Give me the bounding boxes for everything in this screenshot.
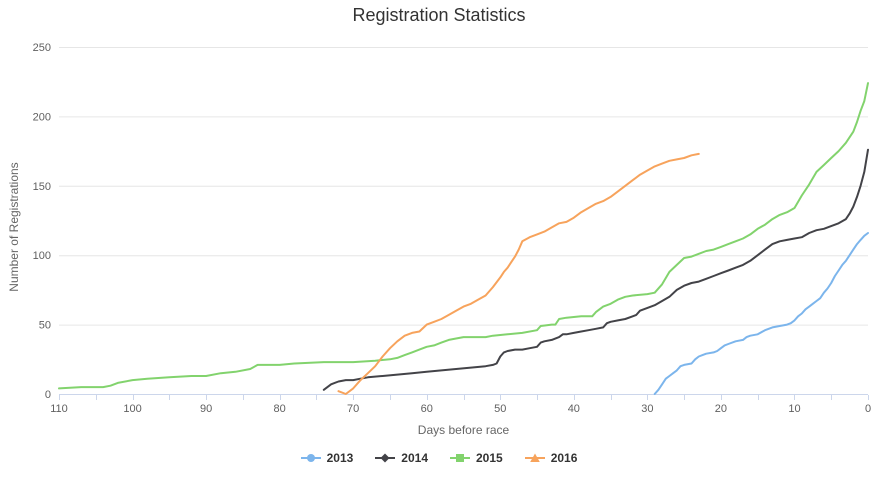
legend-item-2013[interactable]: 2013 <box>300 451 354 465</box>
y-tick-label: 50 <box>39 320 51 332</box>
legend: 2013 2014 2015 2016 <box>0 451 878 465</box>
legend-label: 2015 <box>476 451 503 465</box>
x-tick-label: 100 <box>123 403 141 415</box>
legend-item-2015[interactable]: 2015 <box>450 451 503 465</box>
x-tick-label: 80 <box>274 403 286 415</box>
y-tick-label: 150 <box>33 181 51 193</box>
x-tick-label: 40 <box>568 403 580 415</box>
legend-marker-square-icon <box>450 454 470 462</box>
y-tick-label: 200 <box>33 111 51 123</box>
y-tick-label: 250 <box>33 42 51 54</box>
legend-item-2016[interactable]: 2016 <box>524 451 578 465</box>
y-tick-label: 0 <box>45 389 51 401</box>
legend-label: 2014 <box>401 451 428 465</box>
x-tick-label: 90 <box>200 403 212 415</box>
series-line-2015[interactable] <box>58 82 869 390</box>
x-tick-label: 30 <box>641 403 653 415</box>
x-tick-label: 70 <box>347 403 359 415</box>
series-line-2013[interactable] <box>653 232 869 395</box>
x-tick-label: 60 <box>421 403 433 415</box>
series-line-2016[interactable] <box>337 152 700 395</box>
legend-item-2014[interactable]: 2014 <box>375 451 428 465</box>
legend-label: 2013 <box>326 451 354 465</box>
x-axis-title: Days before race <box>417 423 510 437</box>
y-tick-label: 100 <box>33 250 51 262</box>
legend-marker-triangle-icon <box>524 453 545 462</box>
x-tick-label: 0 <box>865 403 871 415</box>
legend-marker-diamond-icon <box>375 453 396 463</box>
legend-marker-circle-icon <box>300 454 321 462</box>
series-line-2014[interactable] <box>322 148 869 391</box>
y-axis-title: Number of Registrations <box>7 162 21 292</box>
x-tick-label: 20 <box>715 403 727 415</box>
x-tick-label: 10 <box>788 403 800 415</box>
x-tick-label: 50 <box>494 403 506 415</box>
legend-label: 2016 <box>550 451 578 465</box>
chart-title: Registration Statistics <box>352 5 526 25</box>
x-tick-label: 110 <box>50 403 68 415</box>
